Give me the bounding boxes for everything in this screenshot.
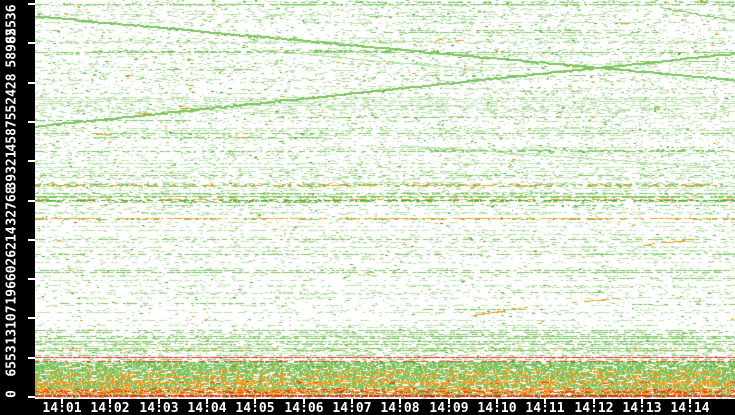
x-tick-label: 14:04 (187, 401, 227, 415)
x-tick-label: 14:10 (477, 401, 517, 415)
x-tick-label: 14:02 (90, 401, 130, 415)
x-tick-label: 14:05 (235, 401, 275, 415)
y-tick-label: 39321 (4, 150, 20, 190)
y-tick-label: 26214 (4, 226, 20, 266)
y-tick-mark (28, 239, 35, 241)
y-tick-mark (28, 317, 35, 319)
x-tick-label: 14:11 (525, 401, 565, 415)
y-tick-mark (28, 82, 35, 84)
x-tick-mark (399, 399, 401, 404)
y-tick-mark (28, 200, 35, 202)
x-tick-mark (689, 399, 691, 404)
x-tick-mark (158, 399, 160, 404)
y-tick-label: 52428 (4, 73, 20, 113)
y-tick-label: 32768 (4, 186, 20, 226)
x-tick-mark (254, 399, 256, 404)
x-tick-label: 14:01 (42, 401, 82, 415)
x-tick-label: 14:03 (139, 401, 179, 415)
x-tick-label: 14:12 (574, 401, 614, 415)
x-tick-mark (544, 399, 546, 404)
y-tick-mark (28, 3, 35, 5)
y-tick-mark (28, 396, 35, 398)
x-tick-mark (448, 399, 450, 404)
y-tick-mark (28, 278, 35, 280)
x-tick-label: 14:09 (429, 401, 469, 415)
y-tick-mark (28, 42, 35, 44)
y-tick-mark (28, 121, 35, 123)
x-tick-mark (351, 399, 353, 404)
x-tick-mark (206, 399, 208, 404)
x-tick-label: 14:07 (332, 401, 372, 415)
x-tick-label: 14:08 (380, 401, 420, 415)
y-tick-label: 58982 (4, 28, 20, 68)
y-tick-label: 0 (4, 390, 20, 398)
x-tick-label: 14:14 (670, 401, 710, 415)
y-tick-label: 13107 (4, 305, 20, 345)
plot-area (35, 0, 735, 399)
x-tick-mark (496, 399, 498, 404)
y-tick-label: 19660 (4, 265, 20, 305)
x-tick-label: 14:06 (284, 401, 324, 415)
y-tick-mark (28, 357, 35, 359)
x-tick-label: 14:13 (622, 401, 662, 415)
x-tick-mark (593, 399, 595, 404)
x-tick-mark (641, 399, 643, 404)
y-tick-label: 6553 (4, 345, 20, 377)
x-tick-mark (109, 399, 111, 404)
x-tick-mark (61, 399, 63, 404)
x-tick-mark (303, 399, 305, 404)
y-tick-label: 45875 (4, 112, 20, 152)
y-tick-mark (28, 160, 35, 162)
